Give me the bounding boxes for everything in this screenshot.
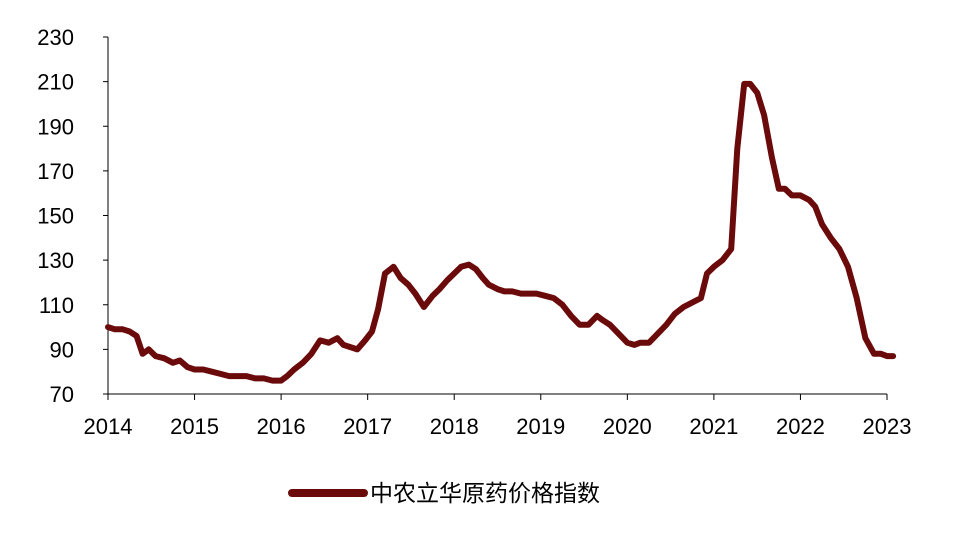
x-tick-label: 2021 <box>689 414 738 439</box>
y-tick-label: 70 <box>50 382 74 407</box>
x-tick-label: 2015 <box>170 414 219 439</box>
y-tick-label: 230 <box>37 25 74 50</box>
axes: 70 90 110 130 150 170 190 210 230 2014 2015 2016 201… <box>37 25 911 439</box>
x-tick-label: 2022 <box>776 414 825 439</box>
x-tick-label: 2016 <box>257 414 306 439</box>
x-tick-label: 2017 <box>343 414 392 439</box>
y-tick-label: 90 <box>50 337 74 362</box>
y-tick-label: 170 <box>37 159 74 184</box>
x-tick-label: 2014 <box>84 414 133 439</box>
series-layer <box>105 80 897 384</box>
y-tick-label: 150 <box>37 204 74 229</box>
y-tick-label: 130 <box>37 248 74 273</box>
y-tick-label: 190 <box>37 114 74 139</box>
x-tick-label: 2018 <box>430 414 479 439</box>
x-tick-label: 2020 <box>603 414 652 439</box>
legend: 中农立华原药价格指数 <box>288 481 600 507</box>
x-tick-label: 2019 <box>516 414 565 439</box>
series-line-0 <box>105 80 897 384</box>
y-tick-label: 110 <box>39 293 74 318</box>
legend-label-series: 中农立华原药价格指数 <box>370 481 600 507</box>
x-tick-label: 2023 <box>863 414 912 439</box>
y-tick-label: 210 <box>37 70 74 95</box>
